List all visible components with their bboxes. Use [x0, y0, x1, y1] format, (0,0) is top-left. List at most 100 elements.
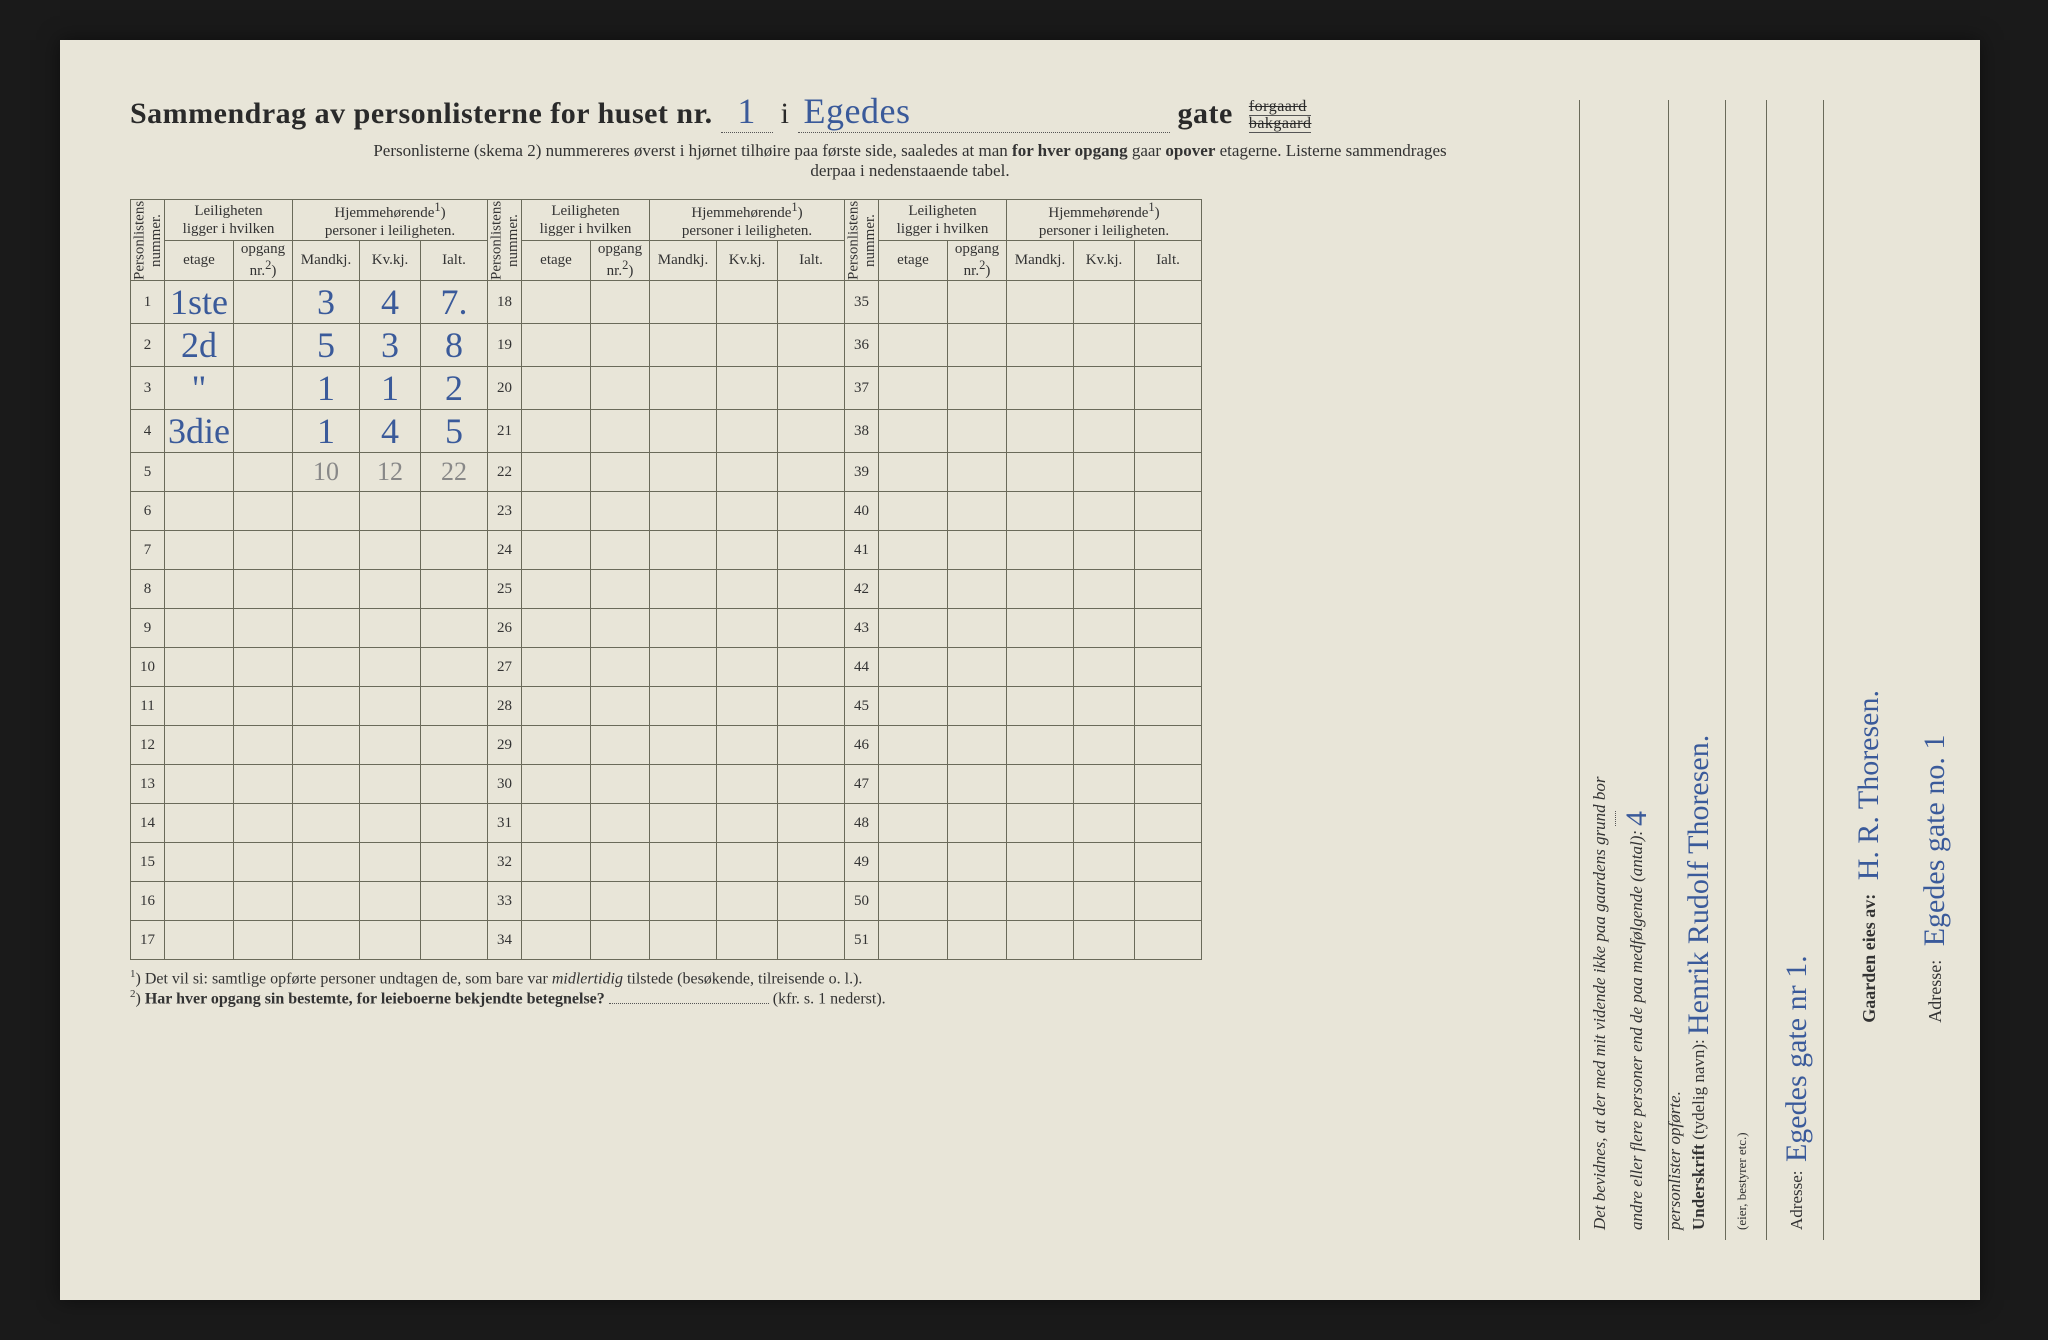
table-cell: [948, 410, 1007, 453]
table-cell: [522, 281, 591, 324]
table-cell: [1074, 687, 1135, 726]
table-cell: [879, 648, 948, 687]
col-mandkj: Mandkj.: [1007, 241, 1074, 281]
table-cell: [591, 687, 650, 726]
table-cell: [879, 492, 948, 531]
table-cell: [1007, 765, 1074, 804]
row-number: 28: [488, 687, 522, 726]
table-cell: [650, 687, 717, 726]
row-number: 21: [488, 410, 522, 453]
table-cell: [360, 804, 421, 843]
table-row: 17 34 51: [131, 921, 1202, 960]
table-cell: [717, 492, 778, 531]
table-cell: [1007, 281, 1074, 324]
row-number: 15: [131, 843, 165, 882]
title-line: Sammendrag av personlisterne for huset n…: [130, 90, 1690, 133]
table-cell: [879, 843, 948, 882]
table-cell: [948, 531, 1007, 570]
table-cell: [360, 882, 421, 921]
table-cell: [717, 765, 778, 804]
table-cell: [778, 453, 845, 492]
row-number: 18: [488, 281, 522, 324]
table-cell: [591, 531, 650, 570]
table-cell: [1135, 570, 1202, 609]
table-cell: [234, 324, 293, 367]
table-cell: [421, 687, 488, 726]
table-cell: [778, 367, 845, 410]
table-cell: [778, 765, 845, 804]
table-cell: [1135, 453, 1202, 492]
col-ialt: Ialt.: [1135, 241, 1202, 281]
table-cell: [522, 687, 591, 726]
table-cell: [591, 609, 650, 648]
row-number: 5: [131, 453, 165, 492]
table-cell: [778, 726, 845, 765]
table-cell: [1135, 531, 1202, 570]
table-row: 11 28 45: [131, 687, 1202, 726]
table-cell: [1007, 570, 1074, 609]
owner-block: Gaarden eies av: H. R. Thoresen. Adresse…: [1830, 680, 1930, 1240]
table-cell: [165, 843, 234, 882]
table-cell: [948, 324, 1007, 367]
table-cell: [948, 609, 1007, 648]
table-cell: 3: [360, 324, 421, 367]
table-cell: 1: [293, 410, 360, 453]
row-number: 47: [845, 765, 879, 804]
row-number: 51: [845, 921, 879, 960]
footnote-1: 1) Det vil si: samtlige opførte personer…: [130, 968, 1690, 988]
table-cell: 22: [421, 453, 488, 492]
row-number: 10: [131, 648, 165, 687]
attest-count: 4: [1615, 811, 1653, 826]
table-cell: [522, 765, 591, 804]
table-cell: [650, 804, 717, 843]
signature-line: Underskrift (tydelig navn): Henrik Rudol…: [1669, 100, 1726, 1240]
house-number: 1: [737, 90, 756, 132]
table-cell: [293, 921, 360, 960]
col-personlistens: Personlistensnummer.: [845, 200, 879, 281]
table-cell: [360, 687, 421, 726]
table-cell: [293, 687, 360, 726]
table-cell: [948, 843, 1007, 882]
table-cell: [522, 570, 591, 609]
table-cell: [1135, 687, 1202, 726]
table-cell: [1074, 765, 1135, 804]
table-cell: [717, 804, 778, 843]
table-cell: [591, 843, 650, 882]
table-cell: [1074, 726, 1135, 765]
row-number: 46: [845, 726, 879, 765]
col-opgang: opgangnr.2): [591, 241, 650, 281]
table-row: 14 31 48: [131, 804, 1202, 843]
table-cell: [650, 570, 717, 609]
table-cell: [421, 921, 488, 960]
table-cell: [650, 367, 717, 410]
table-cell: [1135, 726, 1202, 765]
table-cell: [1074, 609, 1135, 648]
table-cell: [360, 570, 421, 609]
table-cell: [1074, 453, 1135, 492]
table-row: 10 27 44: [131, 648, 1202, 687]
table-cell: [293, 765, 360, 804]
table-cell: [1074, 570, 1135, 609]
table-cell: [778, 410, 845, 453]
table-cell: [1074, 410, 1135, 453]
table-cell: 4: [360, 410, 421, 453]
row-number: 34: [488, 921, 522, 960]
table-cell: 1ste: [165, 281, 234, 324]
col-etage: etage: [879, 241, 948, 281]
table-cell: [1074, 492, 1135, 531]
table-cell: [522, 367, 591, 410]
col-mandkj: Mandkj.: [293, 241, 360, 281]
footnote-2: 2) Har hver opgang sin bestemte, for lei…: [130, 988, 1690, 1008]
table-cell: [717, 531, 778, 570]
table-row: 5 101222 22 39: [131, 453, 1202, 492]
table-cell: [778, 281, 845, 324]
row-number: 39: [845, 453, 879, 492]
table-cell: [234, 570, 293, 609]
table-cell: 2: [421, 367, 488, 410]
census-table-grid: Personlistensnummer. Leilighetenligger i…: [130, 199, 1202, 960]
owner-name: H. R. Thoresen.: [1852, 690, 1885, 880]
col-opgang: opgangnr.2): [948, 241, 1007, 281]
table-cell: [360, 609, 421, 648]
table-cell: [948, 921, 1007, 960]
table-cell: [1007, 921, 1074, 960]
